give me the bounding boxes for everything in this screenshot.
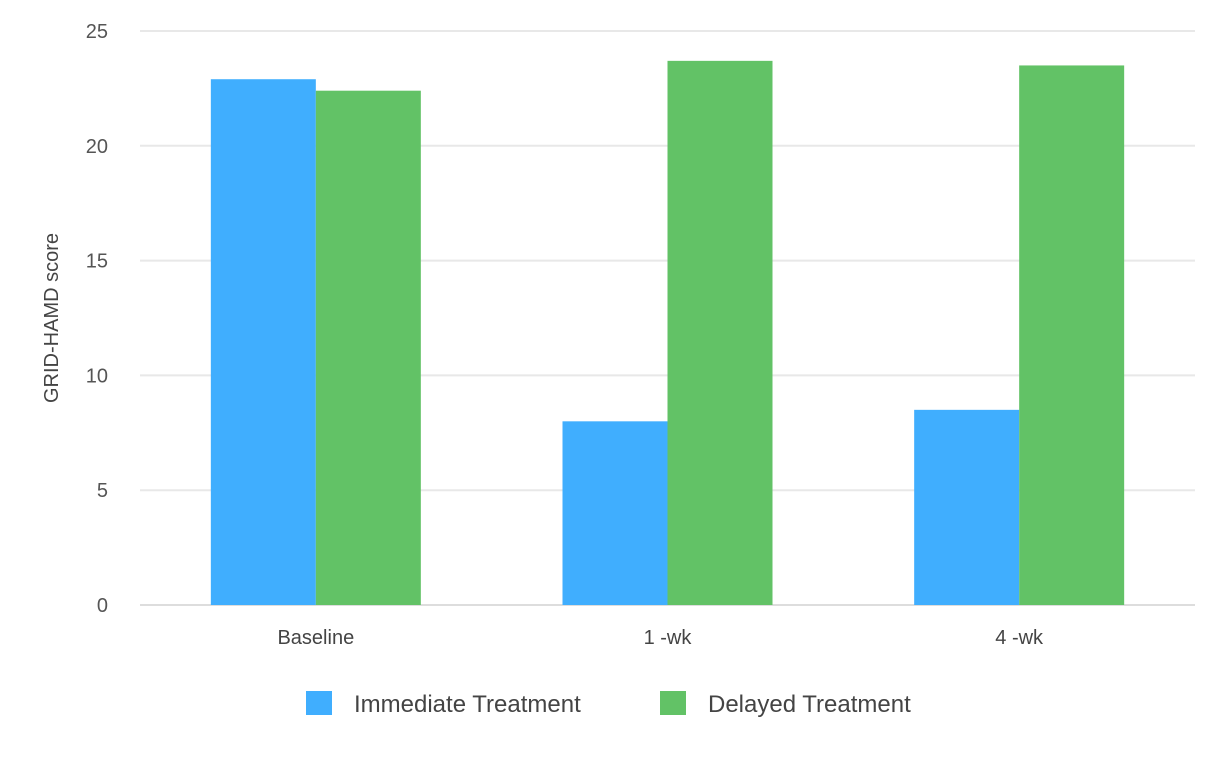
y-tick-label: 25 [86, 21, 108, 43]
bar-immediate-treatment [562, 421, 668, 605]
legend-label: Immediate Treatment [354, 691, 581, 718]
y-tick-label: 15 [86, 251, 108, 273]
bar-immediate-treatment [210, 79, 316, 605]
x-tick-label: 1 -wk [644, 627, 693, 649]
y-axis-label: GRID-HAMD score [41, 233, 63, 403]
y-tick-label: 0 [97, 595, 108, 617]
y-tick-label: 10 [86, 365, 108, 387]
y-tick-label: 20 [86, 136, 108, 158]
y-tick-label: 5 [97, 480, 108, 502]
x-tick-label: Baseline [277, 627, 354, 649]
bar-delayed-treatment [315, 90, 421, 606]
bar-delayed-treatment [667, 60, 773, 605]
legend-swatch [306, 691, 332, 715]
legend-label: Delayed Treatment [708, 691, 911, 718]
bar-delayed-treatment [1019, 65, 1125, 605]
bar-immediate-treatment [914, 409, 1020, 605]
legend-swatch [660, 691, 686, 715]
x-tick-label: 4 -wk [995, 627, 1044, 649]
